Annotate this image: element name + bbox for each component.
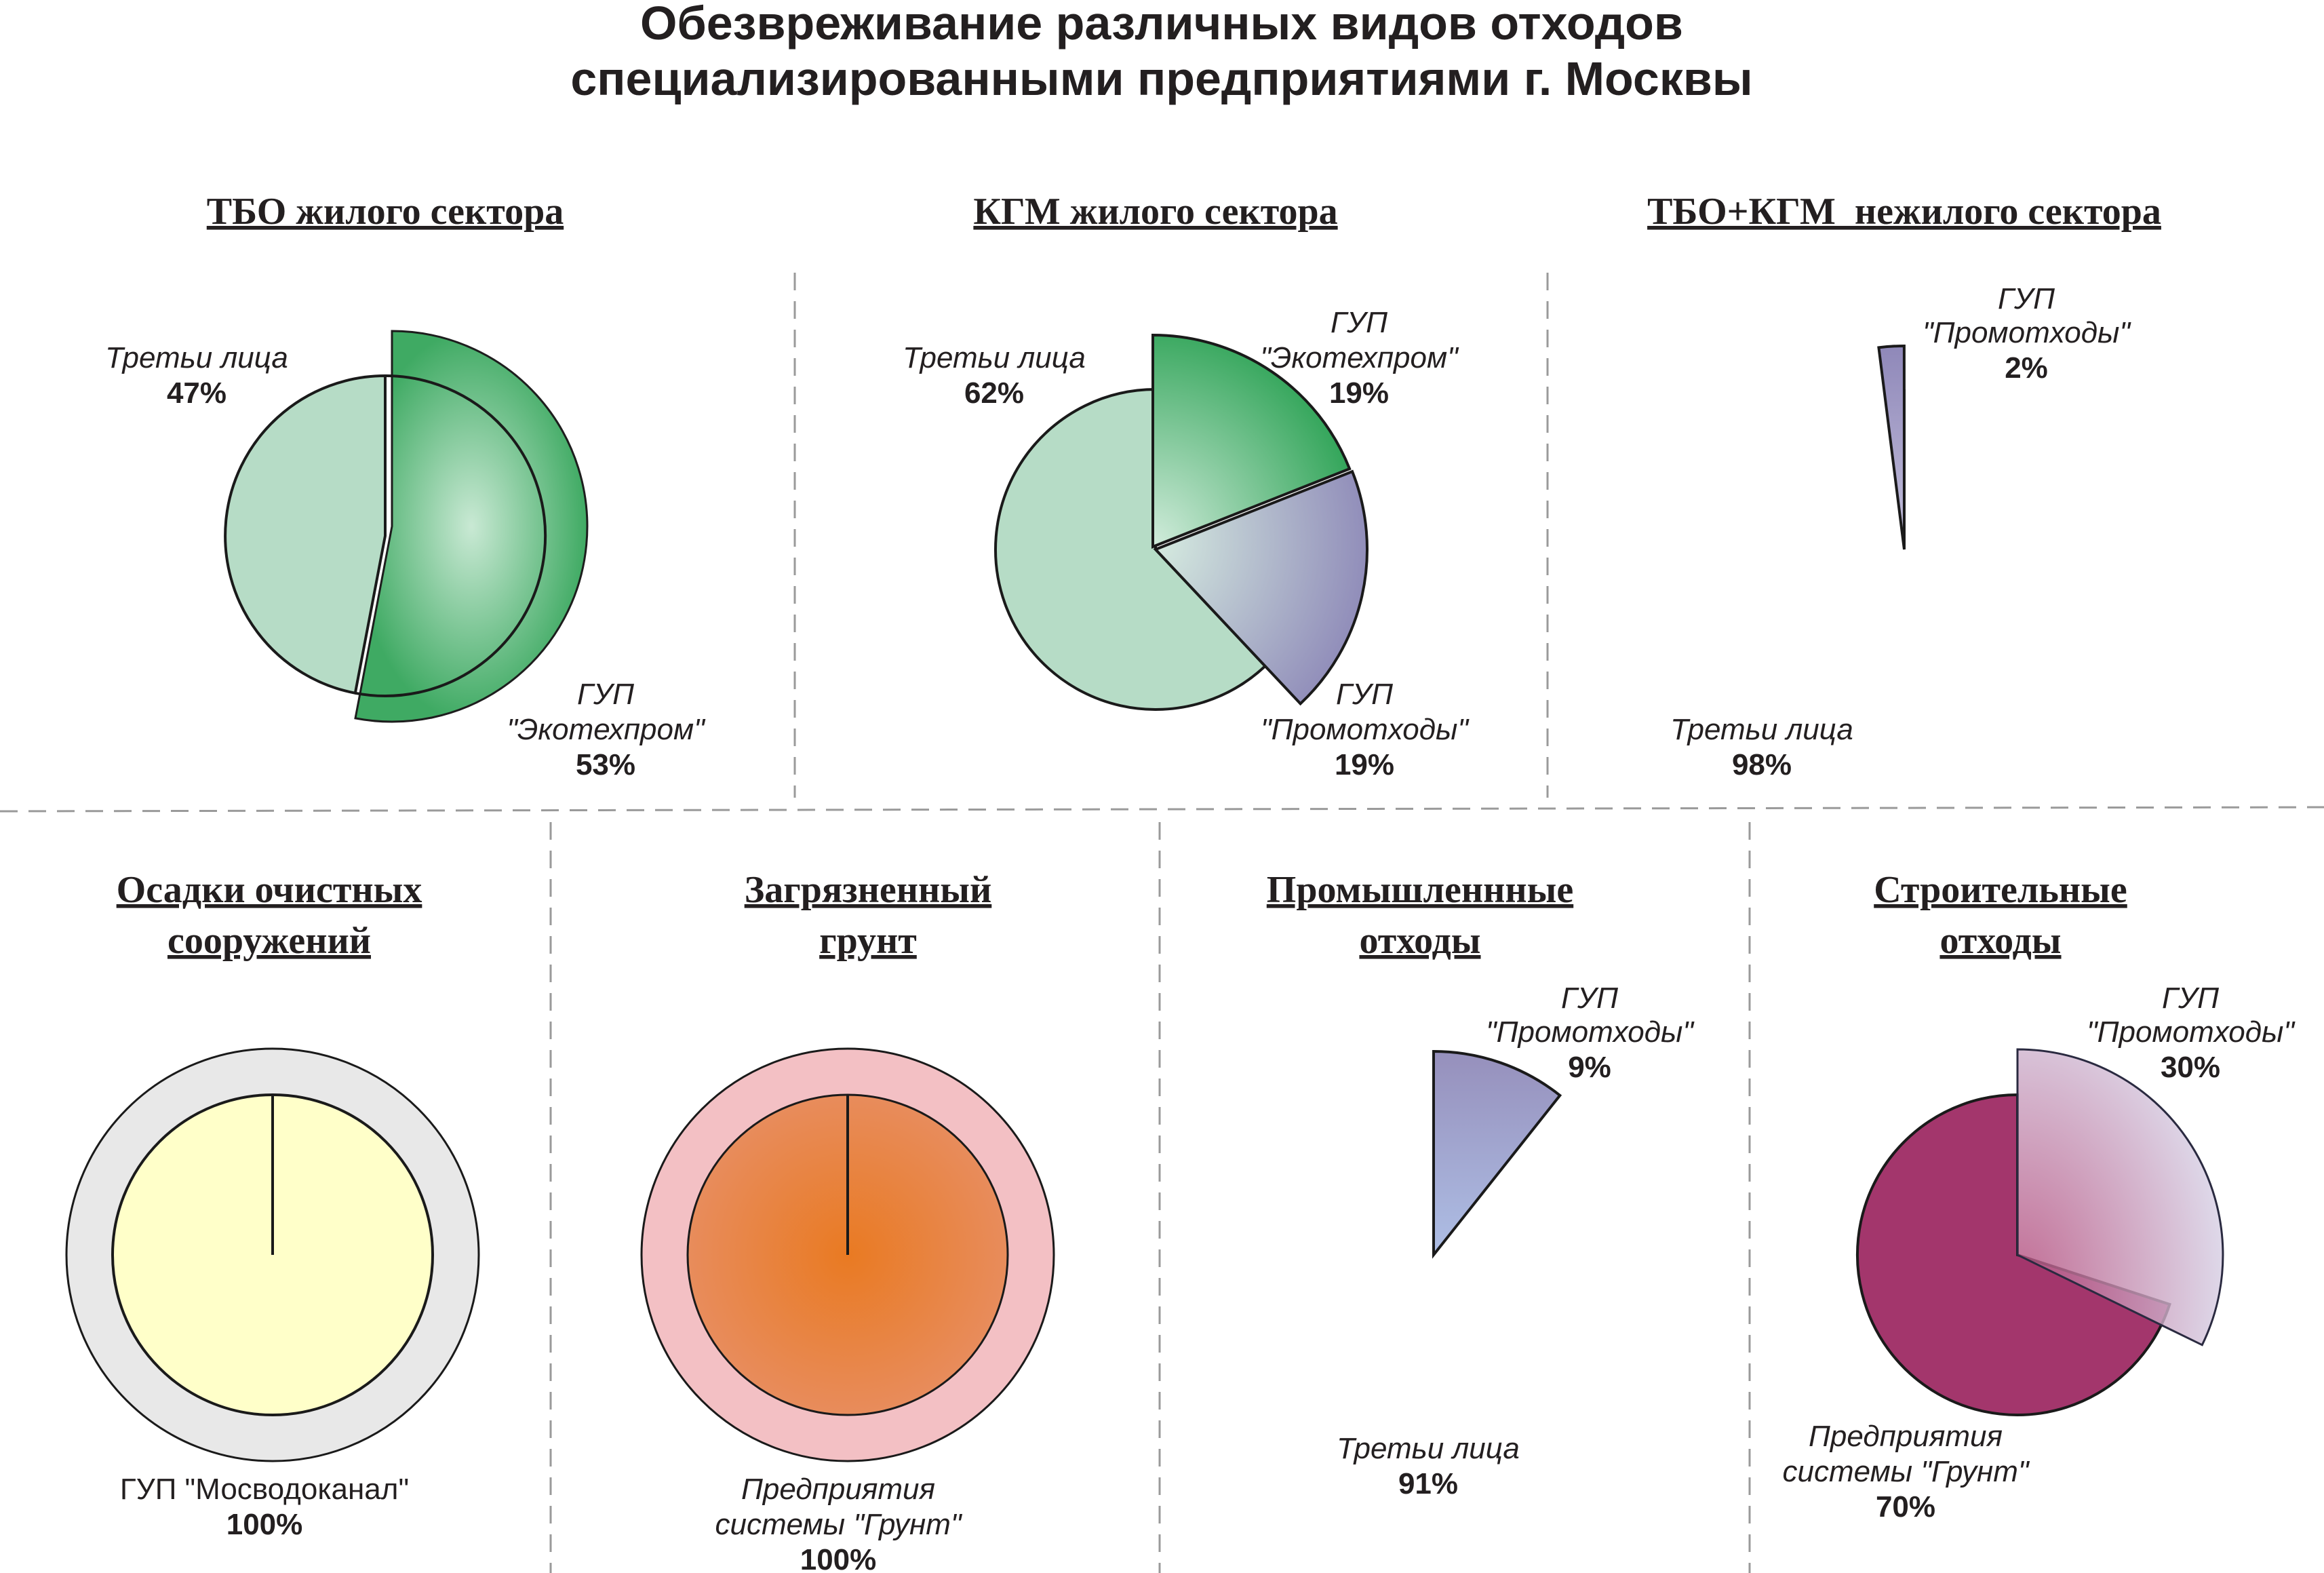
chart-4-pct-mosvodokanal: 100% [227, 1508, 303, 1541]
slice-promotkhody [1432, 1049, 1562, 1259]
chart-2-label-ekotekhprom-1: ГУП [1331, 306, 1387, 339]
slice-third-parties [224, 374, 387, 695]
chart-construction-waste: Строительные отходы ГУП "Промотходы" 30%… [1783, 869, 2296, 1523]
slice-promotkhody [1153, 469, 1368, 706]
chart-6-label-promotkhody-1: ГУП [1561, 982, 1618, 1015]
chart-7-title-2: отходы [1939, 920, 2061, 962]
chart-tbo-kgm-nonresidential: ТБО+КГМ нежилого сектора ГУП "Промотходы… [1647, 191, 2161, 781]
chart-5-label-grunt-2: системы "Грунт" [715, 1508, 963, 1541]
chart-5-label-grunt-1: Предприятия [741, 1473, 935, 1506]
chart-2-label-promotkhody-2: "Промотходы" [1261, 713, 1470, 746]
slice-ekotekhprom [1151, 333, 1352, 549]
chart-3-pct-third-parties: 98% [1732, 748, 1792, 781]
slice-third-parties [994, 387, 1267, 711]
chart-industrial-waste: Промышленнные отходы ГУП "Промотходы" 9%… [1267, 869, 1695, 1500]
chart-kgm-residential: КГМ жилого сектора Третьи лица 62% ГУП "… [903, 191, 1470, 781]
chart-contaminated-soil: Загрязненный грунт Предприятия системы "… [640, 869, 1055, 1573]
chart-6-label-promotkhody-2: "Промотходы" [1486, 1015, 1695, 1049]
chart-sewage-sludge: Осадки очистных сооружений ГУП "Мосводок… [65, 869, 480, 1541]
chart-1-pct-ekotekhprom: 53% [576, 748, 635, 781]
chart-7-pct-grunt: 70% [1876, 1490, 1935, 1523]
chart-6-label-third-parties: Третьи лица [1337, 1432, 1520, 1465]
slice-promotkhody [1877, 344, 1906, 550]
chart-1-label-ekotekhprom-2: "Экотехпром" [507, 713, 706, 746]
slice-ekotekhprom-inner-edge [355, 374, 547, 697]
chart-3-label-promotkhody-1: ГУП [1998, 282, 2055, 315]
chart-6-title-1: Промышленнные [1267, 869, 1573, 911]
chart-2-pct-ekotekhprom: 19% [1329, 376, 1389, 410]
chart-5-pct-grunt: 100% [800, 1543, 877, 1573]
chart-4-label-mosvodokanal: ГУП "Мосводоканал" [120, 1473, 409, 1506]
chart-7-pct-promotkhody: 30% [2161, 1051, 2220, 1084]
chart-1-pct-third-parties: 47% [167, 376, 227, 410]
chart-5-title-2: грунт [819, 920, 917, 962]
slice-grunt [1855, 1093, 2171, 1416]
chart-6-title-2: отходы [1359, 920, 1480, 962]
chart-3-label-third-parties: Третьи лица [1670, 713, 1853, 746]
chart-2-pct-third-parties: 62% [964, 376, 1024, 410]
chart-5-title-1: Загрязненный [745, 869, 992, 911]
chart-6-pct-promotkhody: 9% [1568, 1051, 1611, 1084]
slice-promotkhody [2016, 1048, 2224, 1346]
chart-1-label-ekotekhprom-1: ГУП [577, 678, 634, 711]
chart-2-title: КГМ жилого сектора [973, 191, 1337, 233]
chart-6-pct-third-parties: 91% [1398, 1467, 1458, 1500]
chart-2-label-ekotekhprom-2: "Экотехпром" [1260, 341, 1459, 374]
chart-7-label-grunt-2: системы "Грунт" [1783, 1455, 2030, 1488]
chart-7-label-promotkhody-2: "Промотходы" [2087, 1015, 2296, 1049]
chart-7-label-grunt-1: Предприятия [1809, 1420, 2003, 1453]
chart-1-title: ТБО жилого сектора [207, 191, 564, 233]
chart-tbo-residential: ТБО жилого сектора Третьи лица 47% ГУП "… [105, 191, 706, 781]
chart-4-title-2: сооружений [168, 920, 371, 962]
chart-7-title-1: Строительные [1874, 869, 2127, 911]
main-title-line-2: специализированными предприятиями г. Мос… [570, 52, 1752, 105]
chart-2-label-promotkhody-1: ГУП [1336, 678, 1393, 711]
chart-2-label-third-parties: Третьи лица [903, 341, 1086, 374]
chart-3-pct-promotkhody: 2% [2005, 351, 2048, 385]
horizontal-separator [0, 806, 2324, 813]
chart-3-label-promotkhody-2: "Промотходы" [1923, 316, 2131, 349]
chart-7-label-promotkhody-1: ГУП [2162, 982, 2219, 1015]
chart-3-title: ТБО+КГМ нежилого сектора [1647, 191, 2161, 233]
chart-1-label-third-parties: Третьи лица [105, 341, 288, 374]
chart-2-pct-promotkhody: 19% [1335, 748, 1394, 781]
slice-ekotekhprom [354, 330, 589, 723]
main-title-line-1: Обезвреживание различных видов отходов [640, 0, 1683, 50]
chart-4-title-1: Осадки очистных [117, 869, 422, 911]
